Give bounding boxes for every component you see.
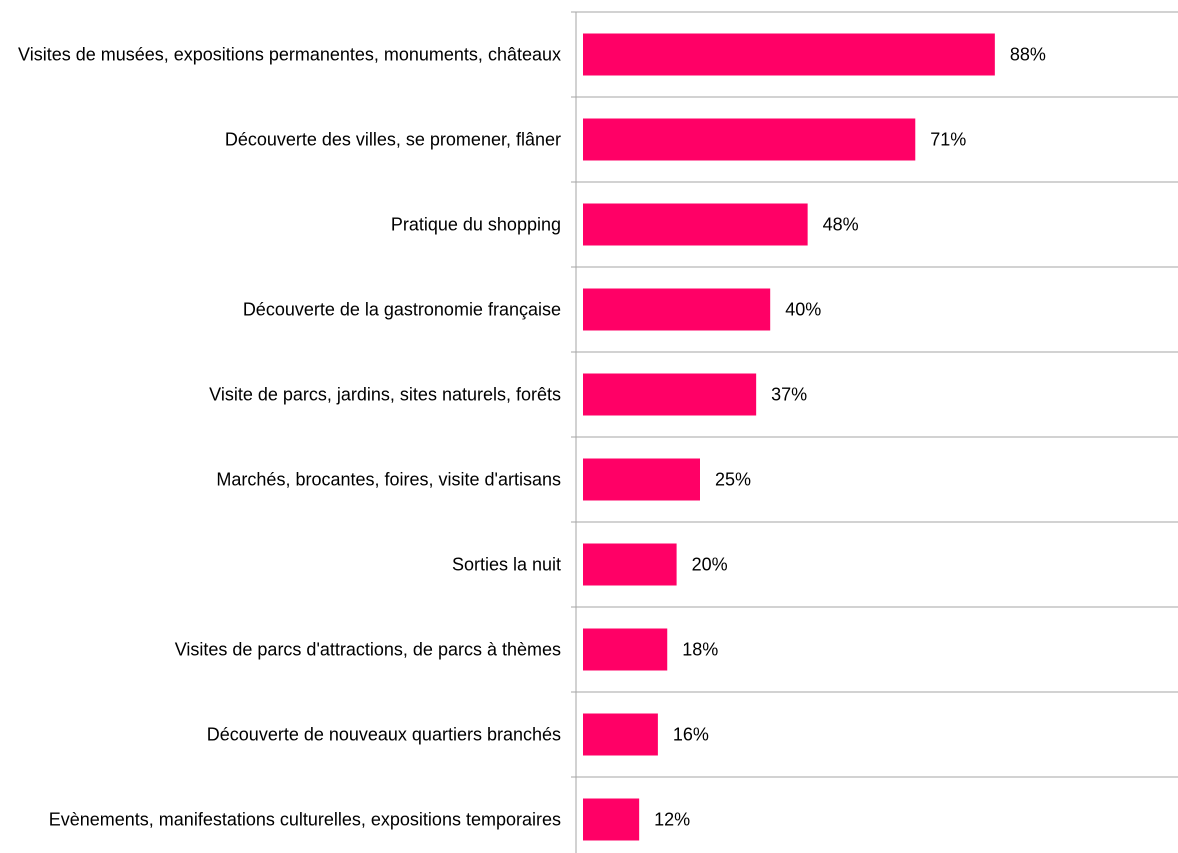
bar	[583, 118, 916, 161]
bar	[583, 628, 668, 671]
category-text: Visites de musées, expositions permanent…	[18, 44, 561, 64]
bar	[583, 203, 808, 246]
category-label: Visite de parcs, jardins, sites naturels…	[1, 383, 561, 406]
category-label: Découverte de nouveaux quartiers branché…	[1, 723, 561, 746]
bar	[583, 798, 640, 841]
category-label: Marchés, brocantes, foires, visite d'art…	[1, 468, 561, 491]
category-label: Sorties la nuit	[1, 553, 561, 576]
category-label: Découverte des villes, se promener, flân…	[1, 128, 561, 151]
category-text: Visites de parcs d'attractions, de parcs…	[174, 639, 561, 659]
bar	[583, 373, 757, 416]
value-label: 88%	[1010, 44, 1046, 64]
category-label: Pratique du shopping	[1, 213, 561, 236]
value-label: 12%	[654, 809, 690, 829]
value-label: 71%	[930, 129, 966, 149]
category-label: Découverte de la gastronomie française	[1, 298, 561, 321]
category-label: Evènements, manifestations culturelles, …	[1, 808, 561, 831]
category-text: Marchés, brocantes, foires, visite d'art…	[216, 469, 561, 489]
value-label: 16%	[673, 724, 709, 744]
category-text: Découverte de nouveaux quartiers branché…	[206, 724, 561, 744]
category-text: Découverte de la gastronomie française	[242, 299, 561, 319]
value-label: 20%	[692, 554, 728, 574]
category-text: Visite de parcs, jardins, sites naturels…	[209, 384, 561, 404]
value-label: 37%	[771, 384, 807, 404]
category-text: Découverte des villes, se promener, flân…	[224, 129, 561, 149]
value-label: 18%	[682, 639, 718, 659]
bar	[583, 33, 995, 76]
category-label: Visites de parcs d'attractions, de parcs…	[1, 638, 561, 661]
bar	[583, 713, 658, 756]
bar	[583, 543, 677, 586]
category-text: Evènements, manifestations culturelles, …	[48, 809, 561, 829]
bar	[583, 288, 771, 331]
value-label: 25%	[715, 469, 751, 489]
bar	[583, 458, 700, 501]
category-label: Visites de musées, expositions permanent…	[1, 43, 561, 66]
category-text: Pratique du shopping	[390, 214, 561, 234]
value-label: 48%	[823, 214, 859, 234]
value-label: 40%	[785, 299, 821, 319]
category-text: Sorties la nuit	[451, 554, 561, 574]
